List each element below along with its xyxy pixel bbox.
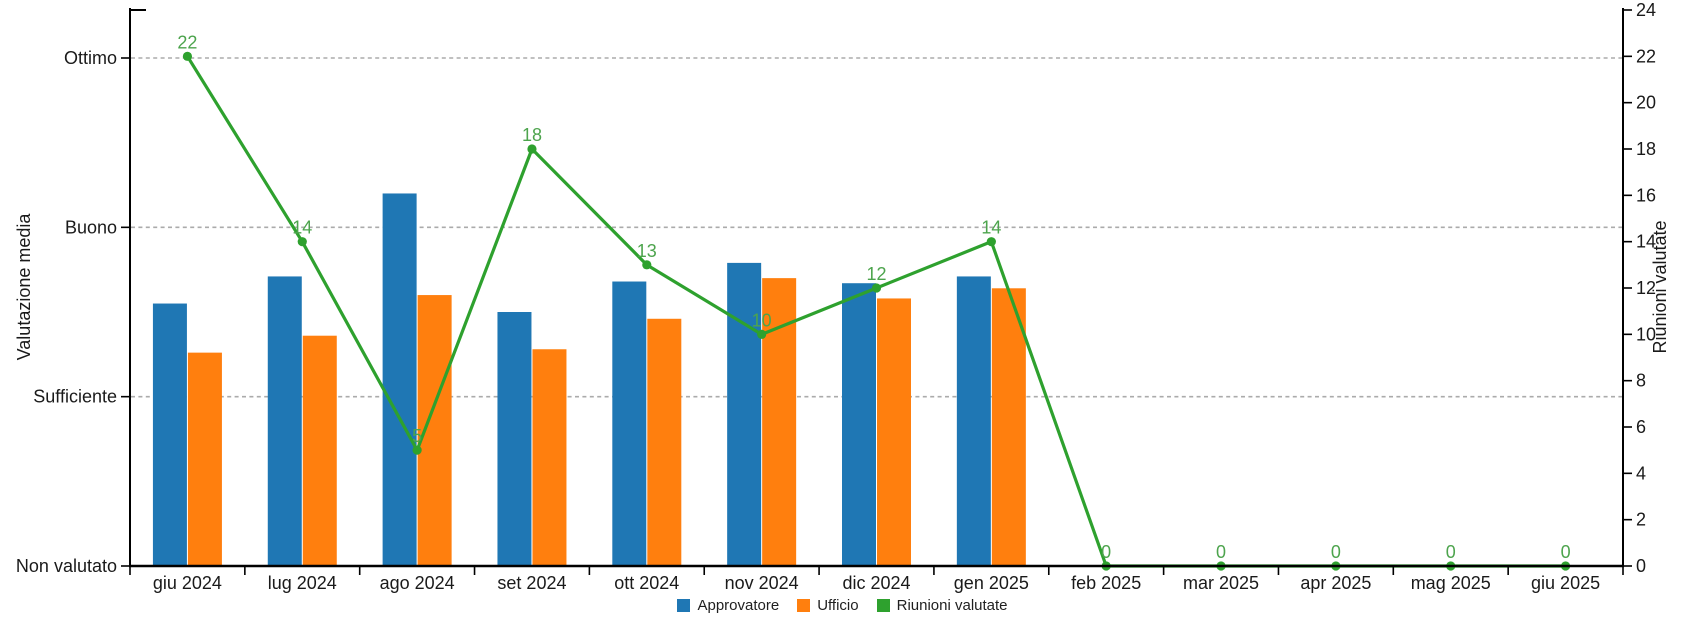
legend-item-label: Ufficio: [817, 597, 859, 614]
x-tick-label-gen-2025: gen 2025: [954, 573, 1029, 593]
bar-approvatore-ago-2024[interactable]: [382, 193, 417, 566]
x-tick-label-dic-2024: dic 2024: [842, 573, 910, 593]
right-tick-label: 6: [1636, 417, 1646, 437]
right-tick-label: 12: [1636, 278, 1656, 298]
bar-ufficio-gen-2025[interactable]: [991, 288, 1026, 566]
point-label-giu-2025: 0: [1561, 542, 1571, 562]
point-riunioni-valutate-dic-2024[interactable]: [871, 283, 882, 293]
point-label-mar-2025: 0: [1216, 542, 1226, 562]
x-tick-label-lug-2024: lug 2024: [268, 573, 337, 593]
right-tick-label: 22: [1636, 46, 1656, 66]
point-riunioni-valutate-gen-2025[interactable]: [986, 237, 996, 247]
right-tick-label: 4: [1636, 463, 1646, 483]
bar-approvatore-lug-2024[interactable]: [267, 276, 302, 566]
x-tick-label-mag-2025: mag 2025: [1411, 573, 1491, 593]
point-label-nov-2024: 10: [752, 310, 772, 330]
x-tick-label-nov-2024: nov 2024: [725, 573, 799, 593]
left-tick-label: Sufficiente: [33, 387, 117, 407]
axes: Non valutatoSufficienteBuonoOttimo024681…: [16, 0, 1656, 593]
point-riunioni-valutate-nov-2024[interactable]: [757, 329, 767, 339]
legend-swatch-icon: [876, 599, 890, 612]
bar-ufficio-set-2024[interactable]: [532, 349, 567, 566]
right-axis-title: Riunioni valutate: [1650, 220, 1670, 353]
x-tick-label-giu-2024: giu 2024: [153, 573, 222, 593]
point-riunioni-valutate-lug-2024[interactable]: [297, 237, 307, 247]
x-tick-label-ago-2024: ago 2024: [380, 573, 455, 593]
right-tick-label: 24: [1636, 0, 1656, 20]
bar-approvatore-nov-2024[interactable]: [727, 262, 762, 566]
legend-swatch-icon: [677, 599, 691, 612]
right-tick-label: 10: [1636, 324, 1656, 344]
left-tick-label: Ottimo: [64, 48, 117, 68]
bar-approvatore-dic-2024[interactable]: [842, 283, 876, 566]
bar-series: [152, 193, 1026, 566]
point-riunioni-valutate-ott-2024[interactable]: [642, 260, 652, 270]
point-riunioni-valutate-ago-2024[interactable]: [412, 445, 422, 455]
bar-ufficio-ago-2024[interactable]: [417, 295, 452, 566]
point-label-feb-2025: 0: [1101, 542, 1111, 562]
right-tick-label: 14: [1636, 232, 1656, 252]
point-label-gen-2025: 14: [981, 218, 1001, 238]
point-label-ott-2024: 13: [637, 241, 657, 261]
bar-ufficio-lug-2024[interactable]: [302, 335, 337, 566]
point-label-ago-2024: 5: [412, 426, 422, 446]
legend: Approvatore Ufficio Riunioni valutate: [0, 597, 1685, 614]
x-tick-label-feb-2025: feb 2025: [1071, 573, 1141, 593]
legend-item-label: Approvatore: [697, 597, 780, 614]
bar-approvatore-gen-2025[interactable]: [956, 276, 991, 566]
point-label-lug-2024: 14: [292, 218, 312, 238]
left-tick-label: Non valutato: [16, 556, 117, 576]
x-tick-label-mar-2025: mar 2025: [1183, 573, 1259, 593]
point-label-giu-2024: 22: [177, 32, 197, 52]
point-riunioni-valutate-giu-2024[interactable]: [182, 51, 193, 61]
x-tick-label-ott-2024: ott 2024: [614, 573, 679, 593]
left-axis-title: Valutazione media: [14, 213, 34, 361]
bar-approvatore-ott-2024[interactable]: [612, 281, 647, 566]
legend-item-ufficio[interactable]: Ufficio: [797, 597, 859, 614]
bar-approvatore-set-2024[interactable]: [497, 312, 532, 566]
point-riunioni-valutate-set-2024[interactable]: [527, 144, 537, 154]
legend-swatch-icon: [797, 599, 811, 612]
legend-item-riunioni-valutate[interactable]: Riunioni valutate: [876, 597, 1008, 614]
bar-ufficio-ott-2024[interactable]: [647, 318, 682, 566]
bar-approvatore-giu-2024[interactable]: [152, 303, 187, 566]
bar-ufficio-dic-2024[interactable]: [877, 298, 911, 566]
x-tick-label-apr-2025: apr 2025: [1300, 573, 1371, 593]
right-tick-label: 8: [1636, 371, 1646, 391]
right-tick-label: 20: [1636, 93, 1656, 113]
left-tick-label: Buono: [65, 217, 117, 237]
right-tick-label: 2: [1636, 510, 1646, 530]
legend-item-label: Riunioni valutate: [896, 597, 1008, 614]
right-tick-label: 0: [1636, 556, 1646, 576]
point-label-dic-2024: 12: [866, 264, 886, 284]
point-label-set-2024: 18: [522, 125, 542, 145]
gridlines: [131, 57, 1622, 398]
point-label-apr-2025: 0: [1331, 542, 1341, 562]
right-tick-label: 16: [1636, 185, 1656, 205]
x-tick-label-set-2024: set 2024: [497, 573, 566, 593]
bar-ufficio-giu-2024[interactable]: [187, 352, 222, 566]
x-tick-label-giu-2025: giu 2025: [1531, 573, 1600, 593]
legend-item-approvatore[interactable]: Approvatore: [677, 597, 779, 614]
point-label-mag-2025: 0: [1446, 542, 1456, 562]
right-tick-label: 18: [1636, 139, 1656, 159]
